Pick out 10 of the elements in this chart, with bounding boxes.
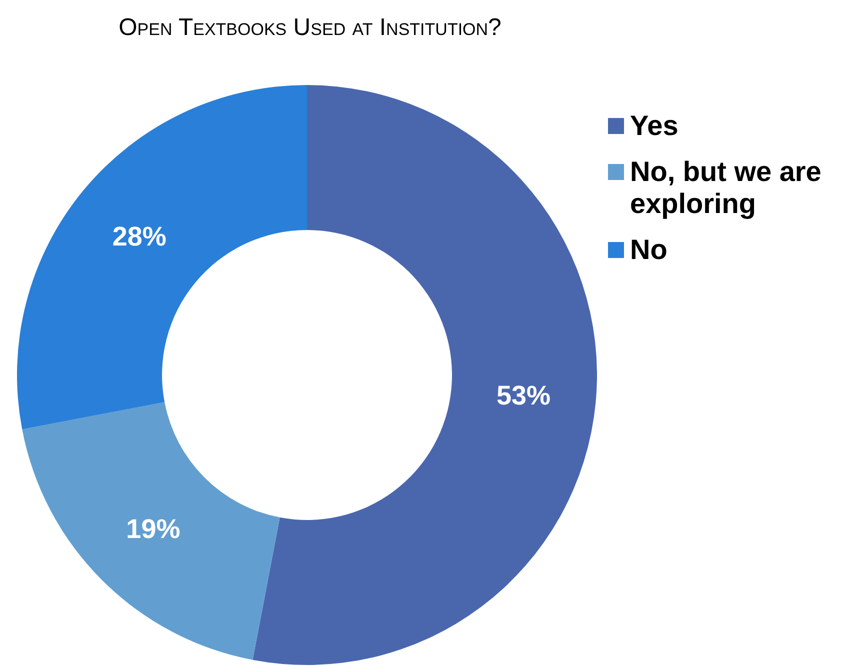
- chart-title: Open Textbooks Used at Institution?: [118, 14, 502, 42]
- legend-label: No: [630, 234, 668, 266]
- donut-slice: [22, 402, 280, 660]
- donut-slice: [252, 85, 597, 664]
- legend-label: Yes: [630, 110, 678, 142]
- data-label: 19%: [126, 514, 180, 544]
- legend-label: No, but we are exploring: [630, 156, 822, 220]
- donut-slice: [18, 85, 307, 430]
- data-label: 28%: [112, 221, 166, 252]
- data-label: 53%: [496, 380, 551, 410]
